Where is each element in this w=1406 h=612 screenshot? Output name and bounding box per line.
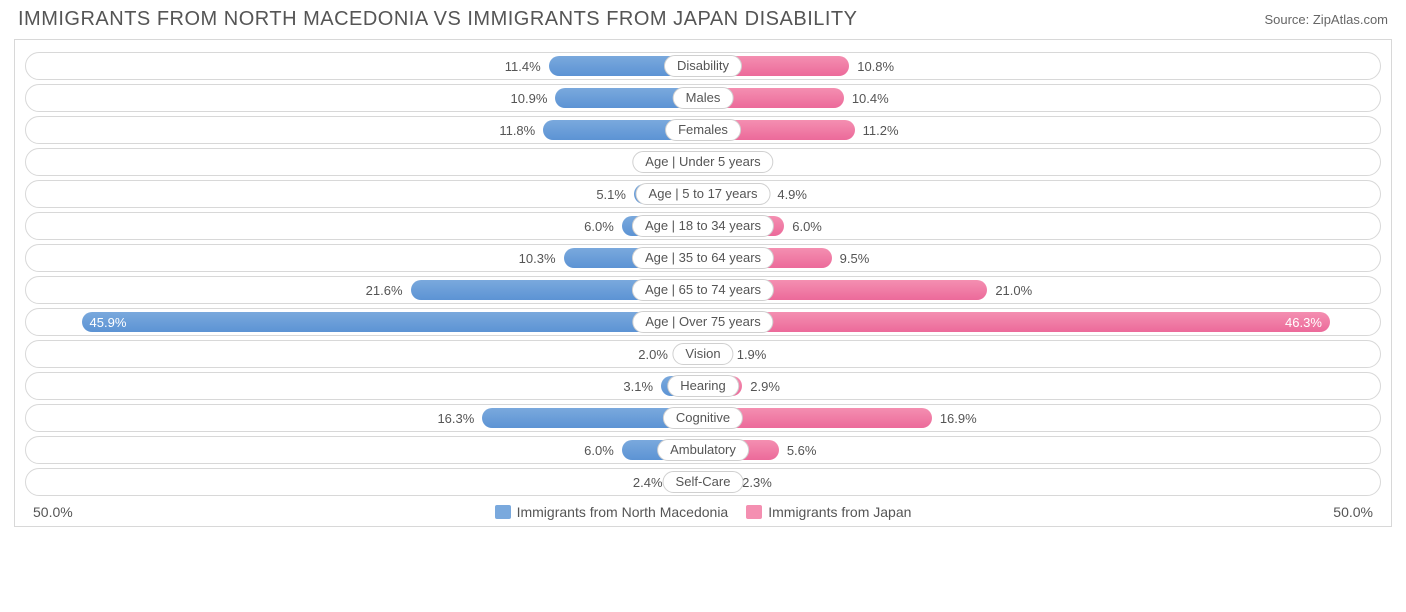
- row-left-half: 21.6%: [26, 277, 703, 303]
- value-label-left: 6.0%: [576, 443, 622, 458]
- chart-row: 10.9% 10.4% Males: [25, 84, 1381, 112]
- value-label-right: 1.9%: [729, 347, 775, 362]
- value-label-right: 10.4%: [844, 91, 897, 106]
- row-right-half: 1.9%: [703, 341, 1380, 367]
- chart-row: 21.6% 21.0% Age | 65 to 74 years: [25, 276, 1381, 304]
- legend-item-right: Immigrants from Japan: [746, 504, 911, 520]
- chart-row: 11.4% 10.8% Disability: [25, 52, 1381, 80]
- value-label-left: 5.1%: [588, 187, 634, 202]
- category-pill: Males: [673, 87, 734, 109]
- value-label-left: 45.9%: [82, 315, 135, 330]
- row-right-half: 11.2%: [703, 117, 1380, 143]
- row-right-half: 46.3%: [703, 309, 1380, 335]
- row-right-half: 16.9%: [703, 405, 1380, 431]
- value-label-left: 21.6%: [358, 283, 411, 298]
- bar-left: 45.9%: [82, 312, 703, 332]
- value-label-left: 3.1%: [615, 379, 661, 394]
- row-right-half: 2.3%: [703, 469, 1380, 495]
- row-left-half: 16.3%: [26, 405, 703, 431]
- category-pill: Vision: [672, 343, 733, 365]
- row-right-half: 10.4%: [703, 85, 1380, 111]
- value-label-right: 6.0%: [784, 219, 830, 234]
- category-pill: Age | 35 to 64 years: [632, 247, 774, 269]
- header: IMMIGRANTS FROM NORTH MACEDONIA VS IMMIG…: [0, 0, 1406, 35]
- category-pill: Self-Care: [663, 471, 744, 493]
- category-pill: Ambulatory: [657, 439, 749, 461]
- category-pill: Females: [665, 119, 741, 141]
- row-left-half: 10.9%: [26, 85, 703, 111]
- page-title: IMMIGRANTS FROM NORTH MACEDONIA VS IMMIG…: [18, 8, 858, 31]
- axis-max-left: 50.0%: [27, 504, 73, 520]
- row-left-half: 3.1%: [26, 373, 703, 399]
- chart-row: 2.4%2.3%Self-Care: [25, 468, 1381, 496]
- legend-swatch-right: [746, 505, 762, 519]
- row-right-half: 21.0%: [703, 277, 1380, 303]
- value-label-left: 2.0%: [630, 347, 676, 362]
- chart-row: 6.0% 5.6% Ambulatory: [25, 436, 1381, 464]
- value-label-left: 11.8%: [491, 123, 543, 138]
- source-attribution: Source: ZipAtlas.com: [1264, 12, 1388, 27]
- value-label-left: 11.4%: [497, 59, 549, 74]
- category-pill: Age | 65 to 74 years: [632, 279, 774, 301]
- diverging-bar-chart: 11.4% 10.8% Disability 10.9% 10.4% Males 11.8%…: [14, 39, 1392, 527]
- row-left-half: 2.4%: [26, 469, 703, 495]
- value-label-right: 4.9%: [769, 187, 815, 202]
- row-right-half: 2.9%: [703, 373, 1380, 399]
- bar-right: 46.3%: [703, 312, 1330, 332]
- chart-row: 10.3% 9.5% Age | 35 to 64 years: [25, 244, 1381, 272]
- legend-swatch-left: [495, 505, 511, 519]
- row-right-half: 9.5%: [703, 245, 1380, 271]
- value-label-left: 10.9%: [503, 91, 556, 106]
- value-label-right: 11.2%: [855, 123, 907, 138]
- value-label-left: 6.0%: [576, 219, 622, 234]
- value-label-right: 2.9%: [742, 379, 788, 394]
- value-label-left: 10.3%: [511, 251, 564, 266]
- category-pill: Disability: [664, 55, 742, 77]
- value-label-right: 46.3%: [1277, 315, 1330, 330]
- chart-footer: 50.0% Immigrants from North Macedonia Im…: [19, 500, 1387, 522]
- row-left-half: 11.4%: [26, 53, 703, 79]
- chart-row: 5.1% 4.9%Age | 5 to 17 years: [25, 180, 1381, 208]
- value-label-right: 9.5%: [832, 251, 878, 266]
- axis-max-right: 50.0%: [1333, 504, 1379, 520]
- row-left-half: 5.1%: [26, 181, 703, 207]
- legend-label-left: Immigrants from North Macedonia: [517, 504, 729, 520]
- chart-row: 11.8% 11.2% Females: [25, 116, 1381, 144]
- row-right-half: 4.9%: [703, 181, 1380, 207]
- value-label-left: 16.3%: [429, 411, 482, 426]
- chart-row: 3.1% 2.9%Hearing: [25, 372, 1381, 400]
- value-label-right: 16.9%: [932, 411, 985, 426]
- category-pill: Age | Over 75 years: [632, 311, 773, 333]
- row-left-half: 2.0%: [26, 341, 703, 367]
- category-pill: Cognitive: [663, 407, 743, 429]
- row-right-half: 1.1%: [703, 149, 1380, 175]
- chart-rows: 11.4% 10.8% Disability 10.9% 10.4% Males 11.8%…: [19, 52, 1387, 496]
- row-left-half: 6.0%: [26, 213, 703, 239]
- category-pill: Age | Under 5 years: [632, 151, 773, 173]
- category-pill: Age | 5 to 17 years: [636, 183, 771, 205]
- row-left-half: 10.3%: [26, 245, 703, 271]
- category-pill: Hearing: [667, 375, 739, 397]
- chart-row: 6.0% 6.0% Age | 18 to 34 years: [25, 212, 1381, 240]
- value-label-right: 10.8%: [849, 59, 902, 74]
- chart-row: 16.3% 16.9% Cognitive: [25, 404, 1381, 432]
- value-label-right: 5.6%: [779, 443, 825, 458]
- row-right-half: 10.8%: [703, 53, 1380, 79]
- chart-row: 45.9% 46.3% Age | Over 75 years: [25, 308, 1381, 336]
- legend: Immigrants from North Macedonia Immigran…: [73, 504, 1334, 520]
- legend-item-left: Immigrants from North Macedonia: [495, 504, 729, 520]
- row-right-half: 6.0%: [703, 213, 1380, 239]
- legend-label-right: Immigrants from Japan: [768, 504, 911, 520]
- chart-row: 1.3%1.1%Age | Under 5 years: [25, 148, 1381, 176]
- row-left-half: 11.8%: [26, 117, 703, 143]
- row-left-half: 45.9%: [26, 309, 703, 335]
- value-label-right: 21.0%: [987, 283, 1040, 298]
- row-left-half: 1.3%: [26, 149, 703, 175]
- chart-row: 2.0% 1.9%Vision: [25, 340, 1381, 368]
- row-right-half: 5.6%: [703, 437, 1380, 463]
- category-pill: Age | 18 to 34 years: [632, 215, 774, 237]
- row-left-half: 6.0%: [26, 437, 703, 463]
